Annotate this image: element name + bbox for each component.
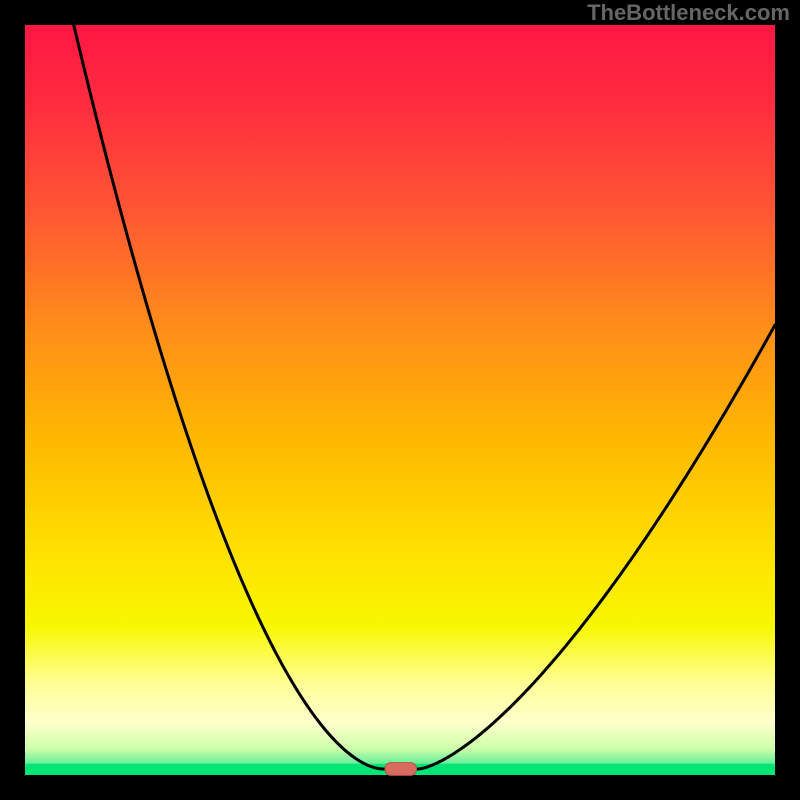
plot-gradient — [25, 25, 775, 775]
watermark-text: TheBottleneck.com — [587, 0, 790, 26]
bottleneck-marker — [385, 763, 417, 776]
bottleneck-chart — [0, 0, 800, 800]
